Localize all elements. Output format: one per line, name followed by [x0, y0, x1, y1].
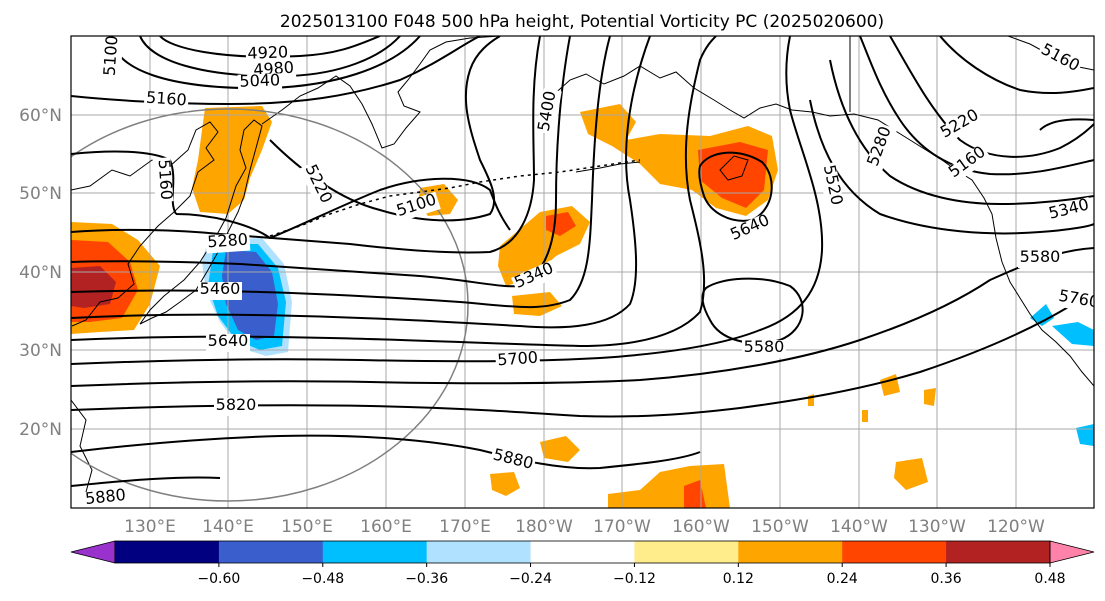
colorbar-tick-label: −0.60	[197, 571, 240, 587]
lon-label: 140°W	[830, 517, 888, 537]
contour-label: 5280	[207, 230, 249, 252]
map-title: 2025013100 F048 500 hPa height, Potentia…	[280, 12, 884, 32]
boundary-trace	[269, 159, 641, 237]
contour-label: 5460	[200, 279, 241, 298]
contour-label: 5700	[497, 348, 539, 370]
longitude-labels: 130°E 140°E 150°E 160°E 170°E 180°W 170°…	[124, 517, 1045, 537]
pv-positive-region	[490, 472, 520, 496]
colorbar-tick-label: −0.48	[301, 571, 344, 587]
colorbar: −0.60 −0.48 −0.36 −0.24 −0.12 0.12 0.24 0.36 0.4…	[70, 540, 1095, 587]
colorbar-extend-low	[70, 540, 116, 564]
colorbar-tick-label: −0.12	[613, 571, 656, 587]
contour-label: 5880	[84, 485, 126, 508]
lon-label: 170°W	[593, 517, 651, 537]
colorbar-segments	[70, 540, 1095, 564]
pv-strong-region	[698, 142, 768, 208]
pv-positive-region	[540, 436, 580, 462]
pv-positive-region	[924, 388, 936, 406]
pv-positive-region	[192, 106, 272, 214]
contour-label: 5160	[145, 88, 187, 110]
lat-label: 20°N	[19, 420, 62, 440]
colorbar-segment	[322, 541, 428, 563]
colorbar-segment	[738, 541, 843, 563]
contour-label: 4920	[247, 42, 288, 62]
lon-label: 160°W	[672, 517, 730, 537]
lon-label: 120°W	[987, 517, 1045, 537]
colorbar-segment	[530, 541, 635, 563]
lat-label: 50°N	[19, 184, 62, 204]
map-area: 4920 4980 5040 5100 5160 5160 5220 5100 …	[71, 35, 1094, 508]
pv-negative-mid-region	[1052, 322, 1094, 346]
contour-label: 5820	[216, 395, 257, 414]
map-frame	[70, 35, 1095, 509]
colorbar-segment	[634, 541, 739, 563]
range-circle	[71, 108, 469, 502]
lon-label: 150°W	[751, 517, 809, 537]
colorbar-segment	[218, 541, 324, 563]
colorbar-segment	[115, 541, 220, 563]
lon-label: 130°E	[124, 517, 176, 537]
colorbar-segment	[426, 541, 532, 563]
colorbar-tick-label: 0.12	[723, 571, 754, 587]
lat-label: 40°N	[19, 263, 62, 283]
pv-max-region	[71, 266, 116, 308]
lat-label: 60°N	[19, 106, 62, 126]
colorbar-segment	[946, 541, 1051, 563]
colorbar-tick-label: −0.24	[509, 571, 552, 587]
contour-label: 5160	[155, 159, 177, 201]
colorbar-extend-high	[1049, 540, 1095, 564]
pv-positive-region	[862, 410, 868, 422]
colorbar-ticks: −0.60 −0.48 −0.36 −0.24 −0.12 0.12 0.24 0.36 0.4…	[197, 563, 1066, 587]
contour-label: 5580	[744, 337, 785, 356]
graticule	[71, 36, 1094, 508]
lon-label: 150°E	[281, 517, 333, 537]
lon-label: 170°E	[439, 517, 491, 537]
colorbar-segment	[842, 541, 947, 563]
lon-label: 130°W	[908, 517, 966, 537]
lon-label: 160°E	[360, 517, 412, 537]
colorbar-tick-label: −0.36	[405, 571, 448, 587]
pv-positive-region	[512, 292, 562, 316]
colorbar-tick-label: 0.48	[1034, 571, 1065, 587]
contour-label: 5580	[1020, 247, 1061, 266]
pv-negative-mid-region	[1030, 304, 1054, 326]
lon-label: 180°W	[515, 517, 573, 537]
lat-label: 30°N	[19, 341, 62, 361]
pv-positive-region	[894, 458, 928, 490]
contour-label: 5640	[208, 331, 249, 350]
contour-label: 5100	[100, 35, 122, 77]
contour-label: 5040	[239, 70, 280, 90]
colorbar-outline	[114, 540, 1051, 564]
colorbar-tick-label: 0.24	[827, 571, 858, 587]
latitude-labels: 60°N 50°N 40°N 30°N 20°N	[19, 106, 62, 440]
colorbar-tick-label: 0.36	[931, 571, 962, 587]
lon-label: 140°E	[202, 517, 254, 537]
